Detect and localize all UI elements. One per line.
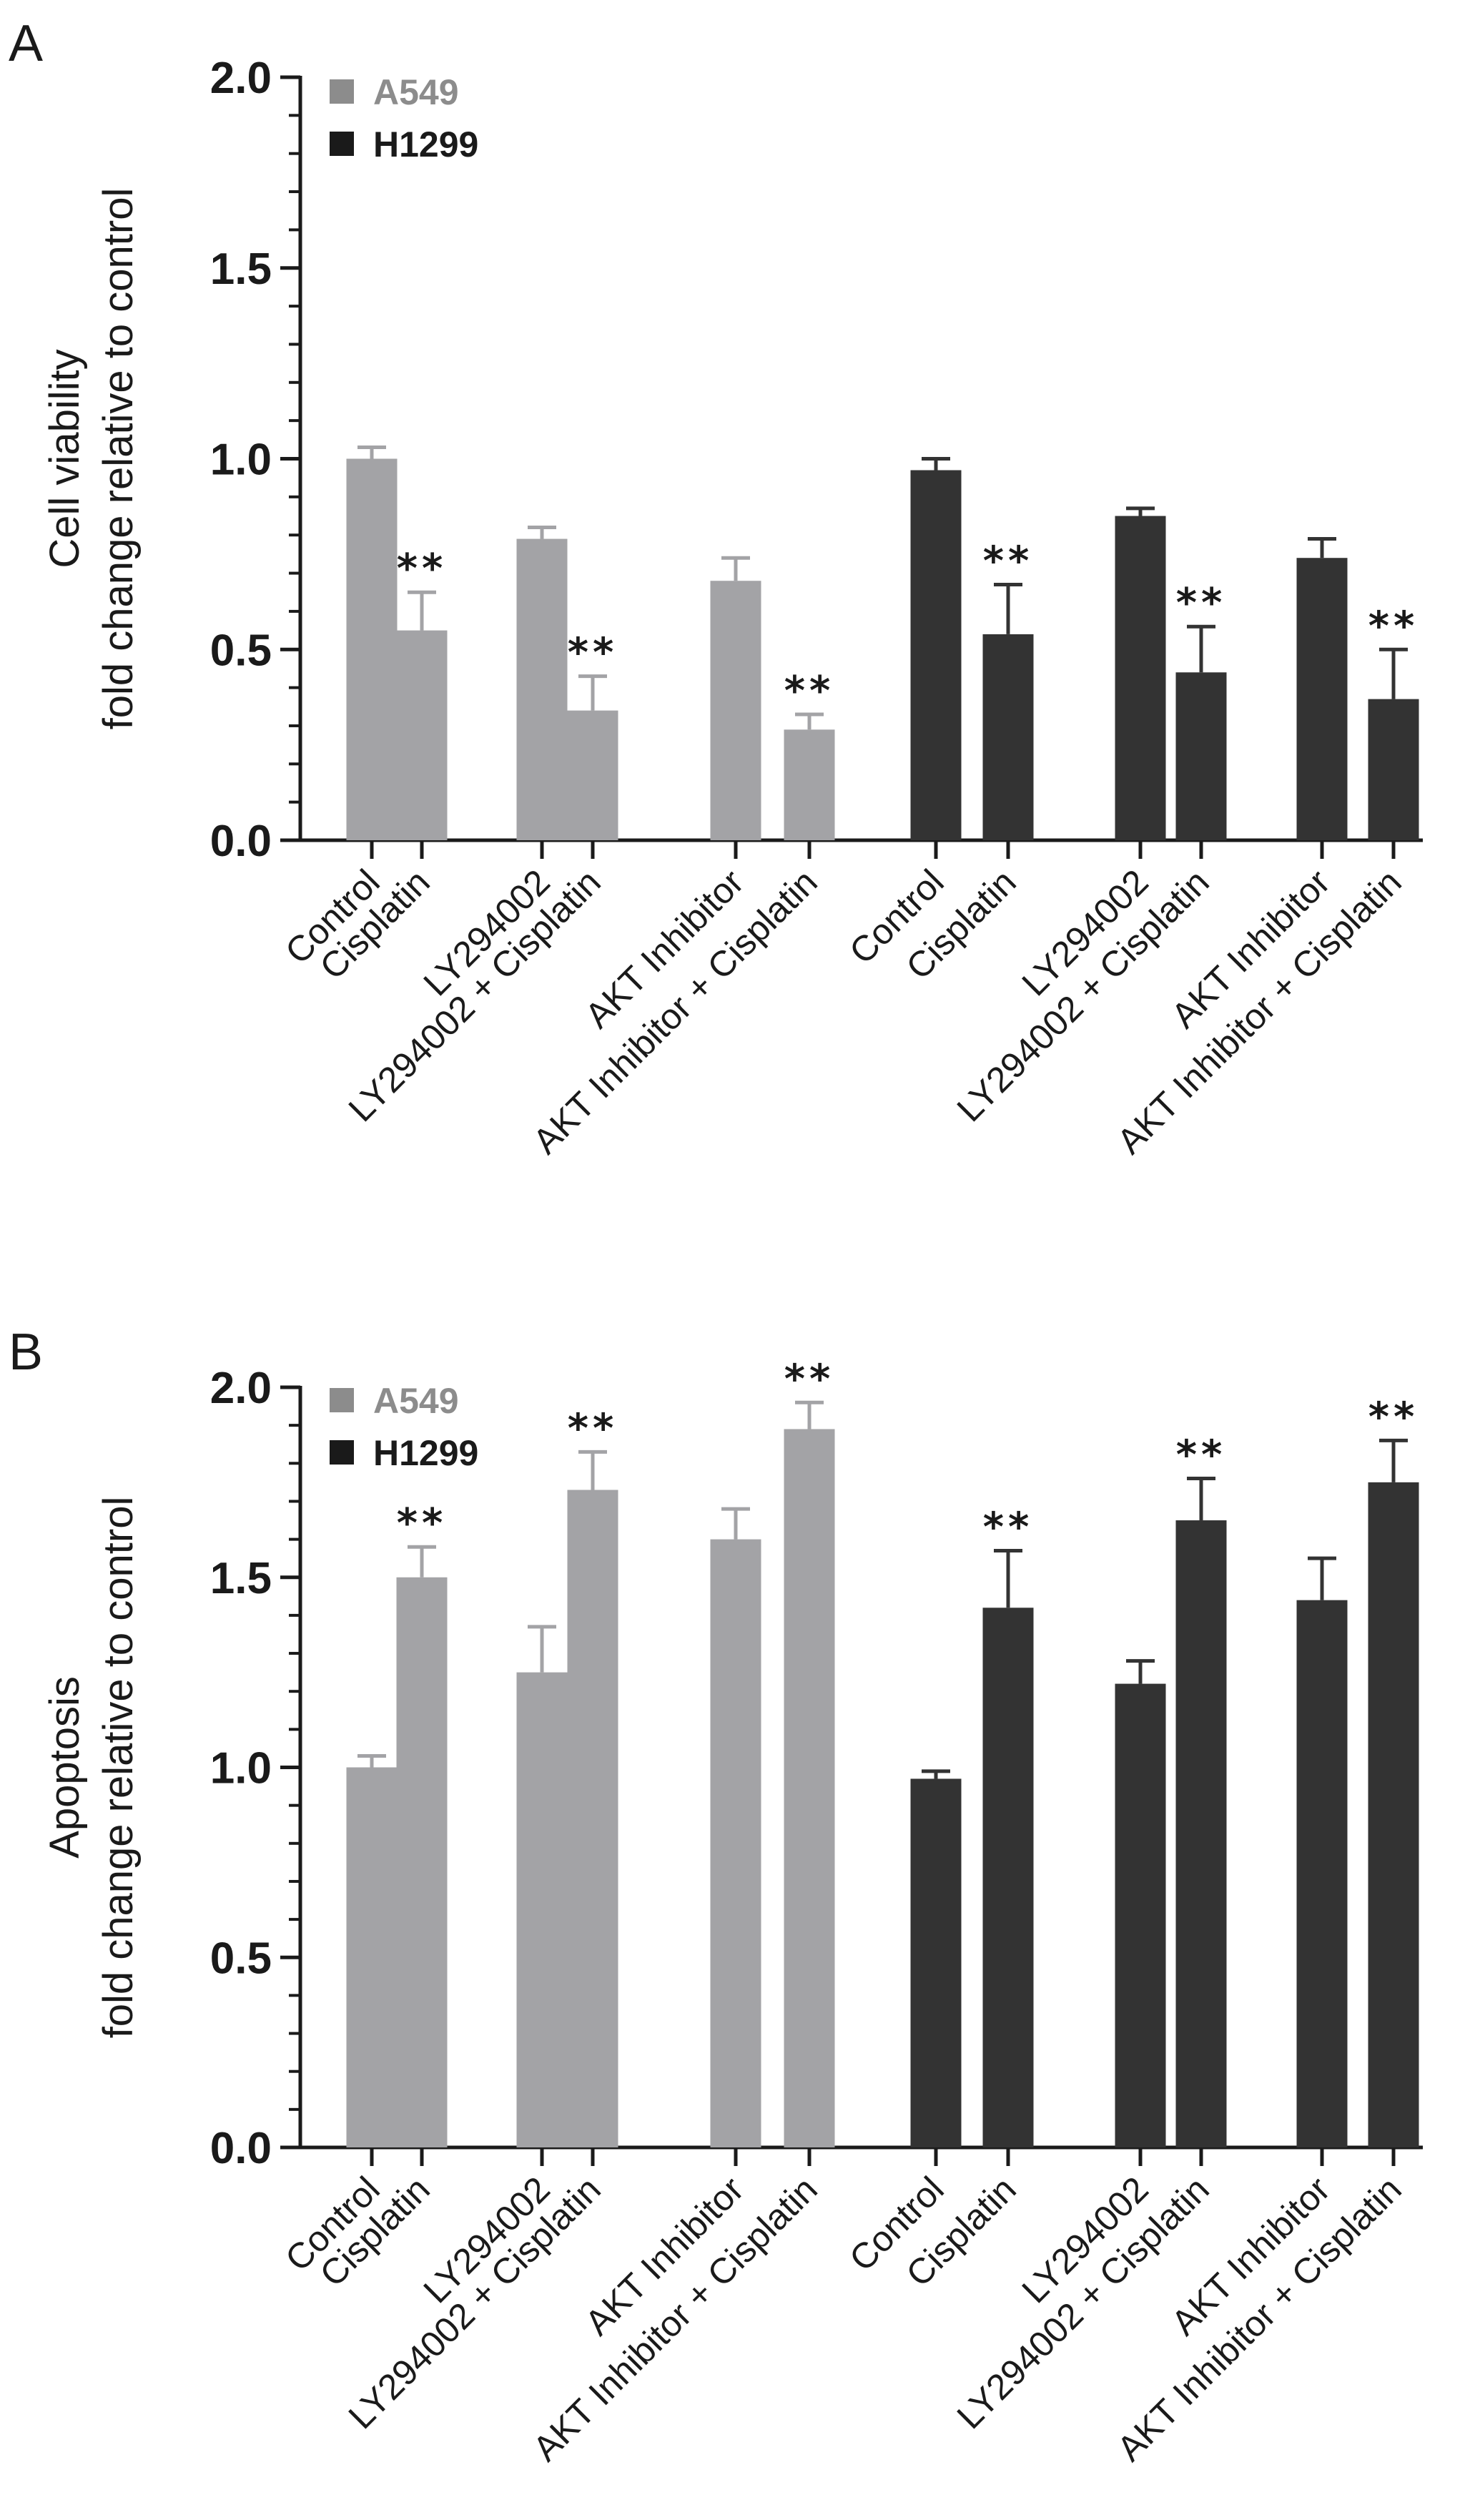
bar bbox=[710, 1539, 761, 2147]
significance-label: ** bbox=[1368, 1394, 1419, 1440]
bar bbox=[567, 1490, 618, 2147]
bar bbox=[1368, 699, 1419, 840]
significance-label: ** bbox=[784, 668, 835, 714]
bar bbox=[982, 1608, 1034, 2147]
y-tick-label: 1.0 bbox=[210, 1744, 272, 1793]
bar bbox=[346, 1767, 398, 2147]
y-tick-label: 1.5 bbox=[210, 1554, 272, 1603]
y-axis-subtitle: fold change relative to control bbox=[95, 1497, 142, 2039]
y-axis-title: Cell viability bbox=[41, 349, 88, 568]
y-axis-subtitle: fold change relative to control bbox=[95, 188, 142, 730]
bar-group: Control bbox=[842, 1769, 962, 2279]
y-tick-label: 0.5 bbox=[210, 1934, 272, 1983]
bar bbox=[396, 1577, 448, 2147]
panel-b: B Apoptosis fold change relative to contro… bbox=[9, 1324, 1423, 2469]
y-tick-label: 2.0 bbox=[210, 54, 272, 103]
significance-label: ** bbox=[397, 546, 448, 592]
significance-label: ** bbox=[397, 1500, 448, 1547]
bar bbox=[1175, 672, 1227, 840]
bar bbox=[710, 581, 761, 840]
bar bbox=[1115, 516, 1166, 840]
panel-letter: B bbox=[9, 1324, 43, 1381]
legend-label-a549: A549 bbox=[373, 72, 459, 112]
legend-swatch-a549 bbox=[330, 1388, 354, 1412]
bar bbox=[982, 634, 1034, 840]
significance-label: ** bbox=[983, 1505, 1034, 1551]
y-tick-label: 0.0 bbox=[210, 817, 272, 866]
significance-label: ** bbox=[784, 1356, 835, 1402]
legend-label-h1299: H1299 bbox=[373, 124, 478, 164]
bar bbox=[346, 458, 398, 840]
bar-group: LY294002 bbox=[1015, 1659, 1166, 2310]
bar bbox=[567, 710, 618, 840]
y-tick-label: 0.5 bbox=[210, 626, 272, 675]
bar bbox=[1175, 1520, 1227, 2147]
significance-label: ** bbox=[1368, 603, 1419, 649]
legend-label-h1299: H1299 bbox=[373, 1433, 478, 1473]
legend-label-a549: A549 bbox=[373, 1381, 459, 1421]
legend-swatch-h1299 bbox=[330, 132, 354, 156]
y-axis-title: Apoptosis bbox=[41, 1676, 88, 1859]
significance-label: ** bbox=[983, 538, 1034, 585]
bar bbox=[516, 538, 568, 840]
significance-label: ** bbox=[568, 630, 618, 676]
legend-swatch-a549 bbox=[330, 79, 354, 104]
panel-a: A Cell viability fold change relative to c… bbox=[9, 15, 1423, 1161]
legend-swatch-h1299 bbox=[330, 1440, 354, 1465]
bar bbox=[516, 1672, 568, 2147]
bar bbox=[784, 729, 835, 840]
significance-label: ** bbox=[568, 1405, 618, 1452]
significance-label: ** bbox=[1176, 1432, 1227, 1479]
bar-group: Control bbox=[842, 457, 962, 972]
bar bbox=[784, 1429, 835, 2147]
y-tick-label: 1.0 bbox=[210, 435, 272, 485]
bar bbox=[1115, 1683, 1166, 2147]
y-tick-label: 2.0 bbox=[210, 1364, 272, 1413]
bar bbox=[1296, 558, 1348, 840]
bar bbox=[396, 630, 448, 840]
bar bbox=[910, 470, 962, 840]
y-tick-label: 1.5 bbox=[210, 245, 272, 294]
bar bbox=[910, 1778, 962, 2147]
significance-label: ** bbox=[1176, 580, 1227, 626]
bar bbox=[1368, 1482, 1419, 2147]
y-tick-label: 0.0 bbox=[210, 2124, 272, 2173]
panel-letter: A bbox=[9, 15, 43, 72]
bar bbox=[1296, 1600, 1348, 2147]
